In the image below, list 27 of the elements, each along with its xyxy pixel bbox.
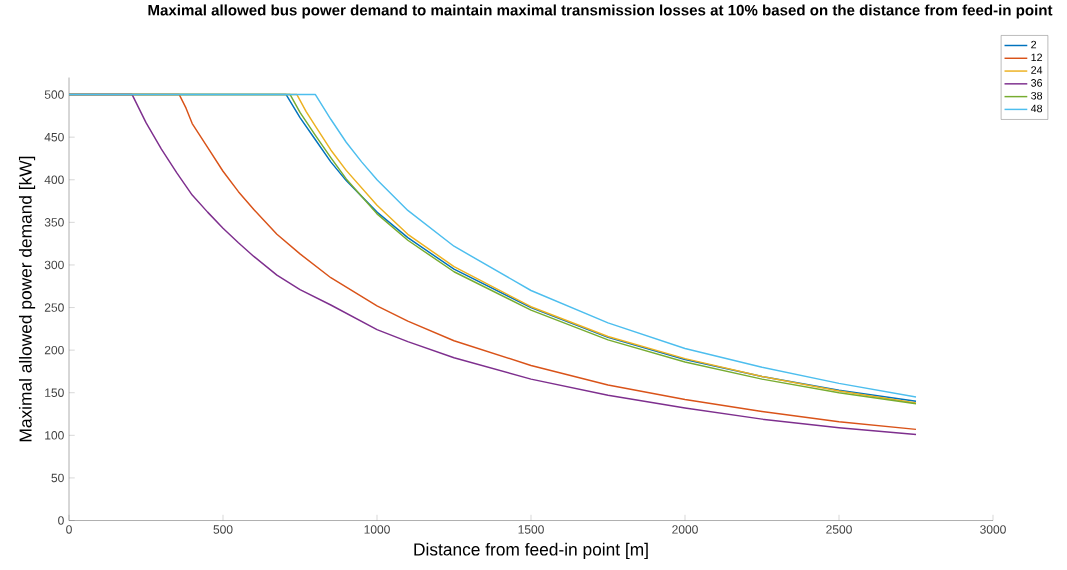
y-tick-label: 500: [44, 90, 64, 100]
y-tick-label: 150: [45, 388, 64, 398]
x-tick-label: 500: [213, 525, 233, 534]
y-tick-label: 50: [51, 473, 64, 483]
y-tick-label: 250: [44, 303, 64, 313]
y-tick-label: 300: [44, 260, 64, 270]
x-axis-title: Distance from feed-in point [m]: [414, 543, 648, 560]
x-tick-label: 2000: [672, 525, 698, 534]
legend-label: 38: [1031, 92, 1043, 100]
y-tick-label: 0: [58, 516, 64, 526]
legend-label: 36: [1031, 79, 1043, 87]
x-tick-label: 1500: [518, 525, 544, 534]
x-tick-label: 0: [66, 525, 72, 534]
y-tick-label: 100: [45, 431, 64, 440]
y-tick-label: 400: [44, 175, 64, 185]
x-tick-label: 3000: [980, 525, 1006, 534]
y-tick-label: 350: [44, 218, 64, 227]
y-axis-title: Maximal allowed power demand [kW]: [18, 157, 36, 442]
legend-label: 48: [1030, 104, 1043, 113]
legend-label: 24: [1031, 66, 1043, 75]
y-tick-label: 450: [44, 133, 64, 142]
legend-label: 12: [1031, 53, 1042, 62]
x-tick-label: 2500: [826, 525, 852, 534]
y-tick-label: 200: [44, 346, 64, 355]
chart-title: Maximal allowed bus power demand to maintain maximal transmission losses at 10% based on the distance from feed-in point: [148, 4, 1053, 19]
x-tick-label: 1000: [364, 525, 390, 534]
legend-label: 2: [1031, 41, 1037, 49]
